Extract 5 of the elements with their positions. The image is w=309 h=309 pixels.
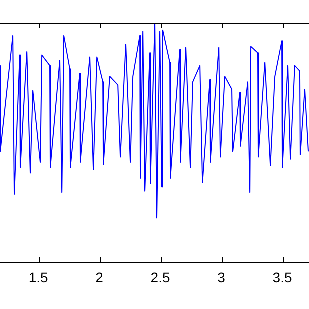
x-tick-label: 2.5: [150, 269, 170, 286]
x-tick-label: 3.5: [272, 269, 292, 286]
x-tick-label: 1.5: [28, 269, 48, 286]
x-tick-label: 2: [96, 269, 104, 286]
x-tick-label: 3: [218, 269, 226, 286]
